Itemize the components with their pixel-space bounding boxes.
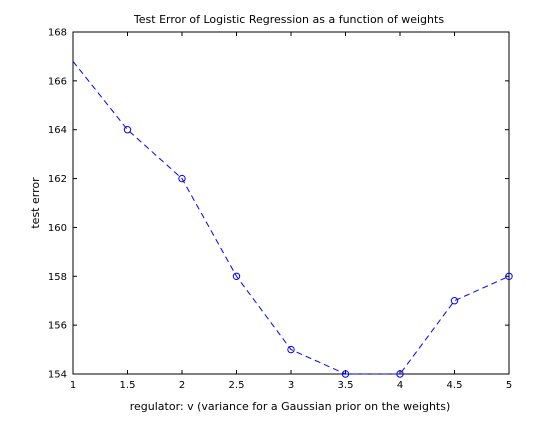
x-tick-label: 1.5	[120, 380, 136, 391]
data-point-marker	[450, 297, 459, 305]
y-tick-label: 168	[48, 28, 67, 39]
x-tick-label: 4.5	[447, 380, 463, 391]
x-tick-label: 5	[506, 380, 512, 391]
y-tick-label: 160	[48, 223, 67, 234]
y-tick-label: 166	[48, 76, 67, 87]
x-axis-label: regulator: v (variance for a Gaussian pr…	[130, 400, 451, 413]
data-point-marker	[505, 272, 513, 280]
y-axis-ticks: 154 156 158 160 162 164 166 168	[48, 28, 509, 381]
x-tick-label: 3	[288, 380, 294, 391]
x-tick-label: 2.5	[229, 380, 245, 391]
series-line	[72, 61, 510, 375]
x-tick-label: 4	[397, 380, 403, 391]
x-tick-label: 2	[179, 380, 185, 391]
data-point-marker	[396, 370, 404, 378]
data-point-marker	[232, 272, 241, 280]
x-tick-label: 3.5	[338, 380, 354, 391]
plot-area	[72, 31, 510, 375]
data-point-marker	[178, 174, 186, 183]
data-point-marker	[123, 126, 132, 134]
y-tick-label: 164	[48, 125, 67, 136]
series-group	[72, 61, 513, 378]
y-tick-label: 156	[48, 321, 67, 332]
data-point-marker	[341, 370, 350, 378]
y-tick-label: 158	[48, 272, 67, 283]
y-tick-label: 162	[48, 174, 67, 185]
y-tick-label: 154	[48, 370, 67, 381]
x-tick-label: 1	[70, 380, 76, 391]
chart-title: Test Error of Logistic Regression as a f…	[133, 13, 444, 26]
data-point-marker	[287, 345, 295, 354]
y-axis-label: test error	[29, 177, 42, 229]
